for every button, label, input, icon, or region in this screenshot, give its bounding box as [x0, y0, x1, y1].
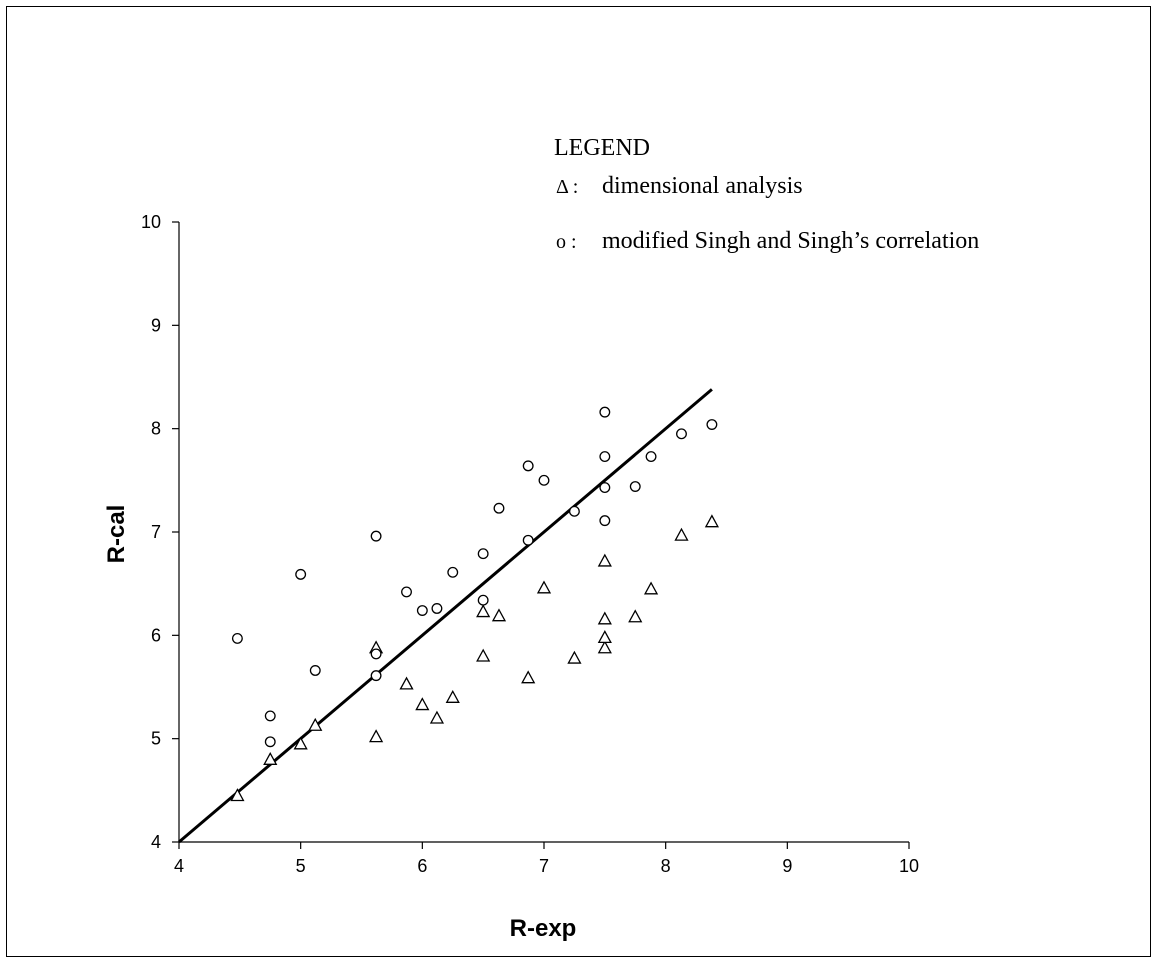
- circle-point: [645, 451, 657, 463]
- circle-point: [370, 648, 382, 660]
- triangle-point: [230, 788, 245, 802]
- triangle-point: [429, 710, 445, 724]
- circle-point: [231, 632, 243, 644]
- circle-point: [370, 670, 382, 682]
- circle-point: [416, 605, 428, 616]
- triangle-point: [597, 553, 612, 567]
- y-tick-label: 5: [151, 729, 161, 749]
- circle-point: [309, 665, 321, 676]
- triangle-point: [704, 514, 719, 528]
- circle-point: [522, 460, 534, 472]
- x-ticks: 4 5 6 7 8 9 10: [174, 842, 919, 876]
- legend-symbol-triangle: Δ :: [556, 176, 578, 198]
- triangle-point: [415, 697, 430, 711]
- x-tick-label: 9: [782, 856, 792, 876]
- x-tick-label: 4: [174, 856, 184, 876]
- circle-point: [599, 515, 611, 527]
- triangle-point: [293, 736, 308, 750]
- triangle-point: [597, 640, 612, 654]
- circle-point: [676, 428, 687, 440]
- triangle-point: [521, 670, 536, 684]
- y-tick-label: 7: [151, 522, 161, 542]
- circle-point: [401, 586, 412, 598]
- triangle-point: [399, 676, 414, 690]
- triangle-point: [597, 630, 612, 644]
- triangle-point: [643, 581, 659, 595]
- triangle-point: [476, 648, 491, 662]
- x-tick-label: 7: [539, 856, 549, 876]
- legend-label-dimensional-analysis: dimensional analysis: [602, 173, 803, 199]
- x-tick-label: 10: [899, 856, 919, 876]
- triangle-point: [369, 729, 384, 743]
- triangle-point: [491, 608, 507, 622]
- triangle-point: [597, 611, 612, 625]
- circle-point: [599, 406, 611, 418]
- triangle-point: [567, 650, 582, 664]
- circle-point: [477, 548, 489, 560]
- triangle-point: [674, 527, 689, 541]
- legend-label-modified-singh: modified Singh and Singh’s correlation: [602, 228, 979, 254]
- circle-point: [706, 419, 718, 430]
- legend: LEGEND Δ : dimensional analysis o : modi…: [554, 135, 979, 254]
- circle-point: [568, 505, 580, 517]
- circle-point: [431, 603, 443, 614]
- circle-point: [264, 736, 276, 748]
- triangle-point: [445, 689, 460, 703]
- circle-point: [629, 481, 641, 492]
- legend-title: LEGEND: [554, 135, 650, 161]
- reference-line: [178, 388, 713, 844]
- y-ticks: 4 5 6 7 8 9 10: [141, 212, 179, 852]
- circle-point: [522, 534, 534, 546]
- circle-point: [493, 502, 505, 514]
- legend-symbol-circle: o :: [556, 231, 577, 253]
- circle-point: [538, 474, 550, 486]
- triangle-point: [308, 717, 323, 731]
- x-tick-label: 6: [417, 856, 427, 876]
- circle-point: [599, 451, 611, 463]
- circle-point: [295, 568, 307, 580]
- y-tick-label: 9: [151, 315, 161, 335]
- triangle-point: [628, 609, 643, 623]
- y-tick-label: 10: [141, 212, 161, 232]
- circle-point: [264, 710, 276, 722]
- chart-frame: [6, 6, 1151, 957]
- triangle-point: [263, 751, 278, 765]
- y-tick-label: 8: [151, 419, 161, 439]
- circle-point: [447, 566, 459, 578]
- triangle-point: [476, 604, 491, 618]
- x-tick-label: 8: [661, 856, 671, 876]
- x-tick-label: 5: [296, 856, 306, 876]
- circle-point: [370, 530, 382, 542]
- circle-point: [599, 482, 611, 494]
- y-tick-label: 6: [151, 625, 161, 645]
- circle-point: [477, 594, 489, 606]
- triangle-point: [536, 580, 552, 594]
- x-axis-title: R-exp: [510, 915, 577, 942]
- y-axis-title: R-cal: [103, 505, 130, 564]
- data-points: [230, 406, 719, 802]
- y-tick-label: 4: [151, 832, 161, 852]
